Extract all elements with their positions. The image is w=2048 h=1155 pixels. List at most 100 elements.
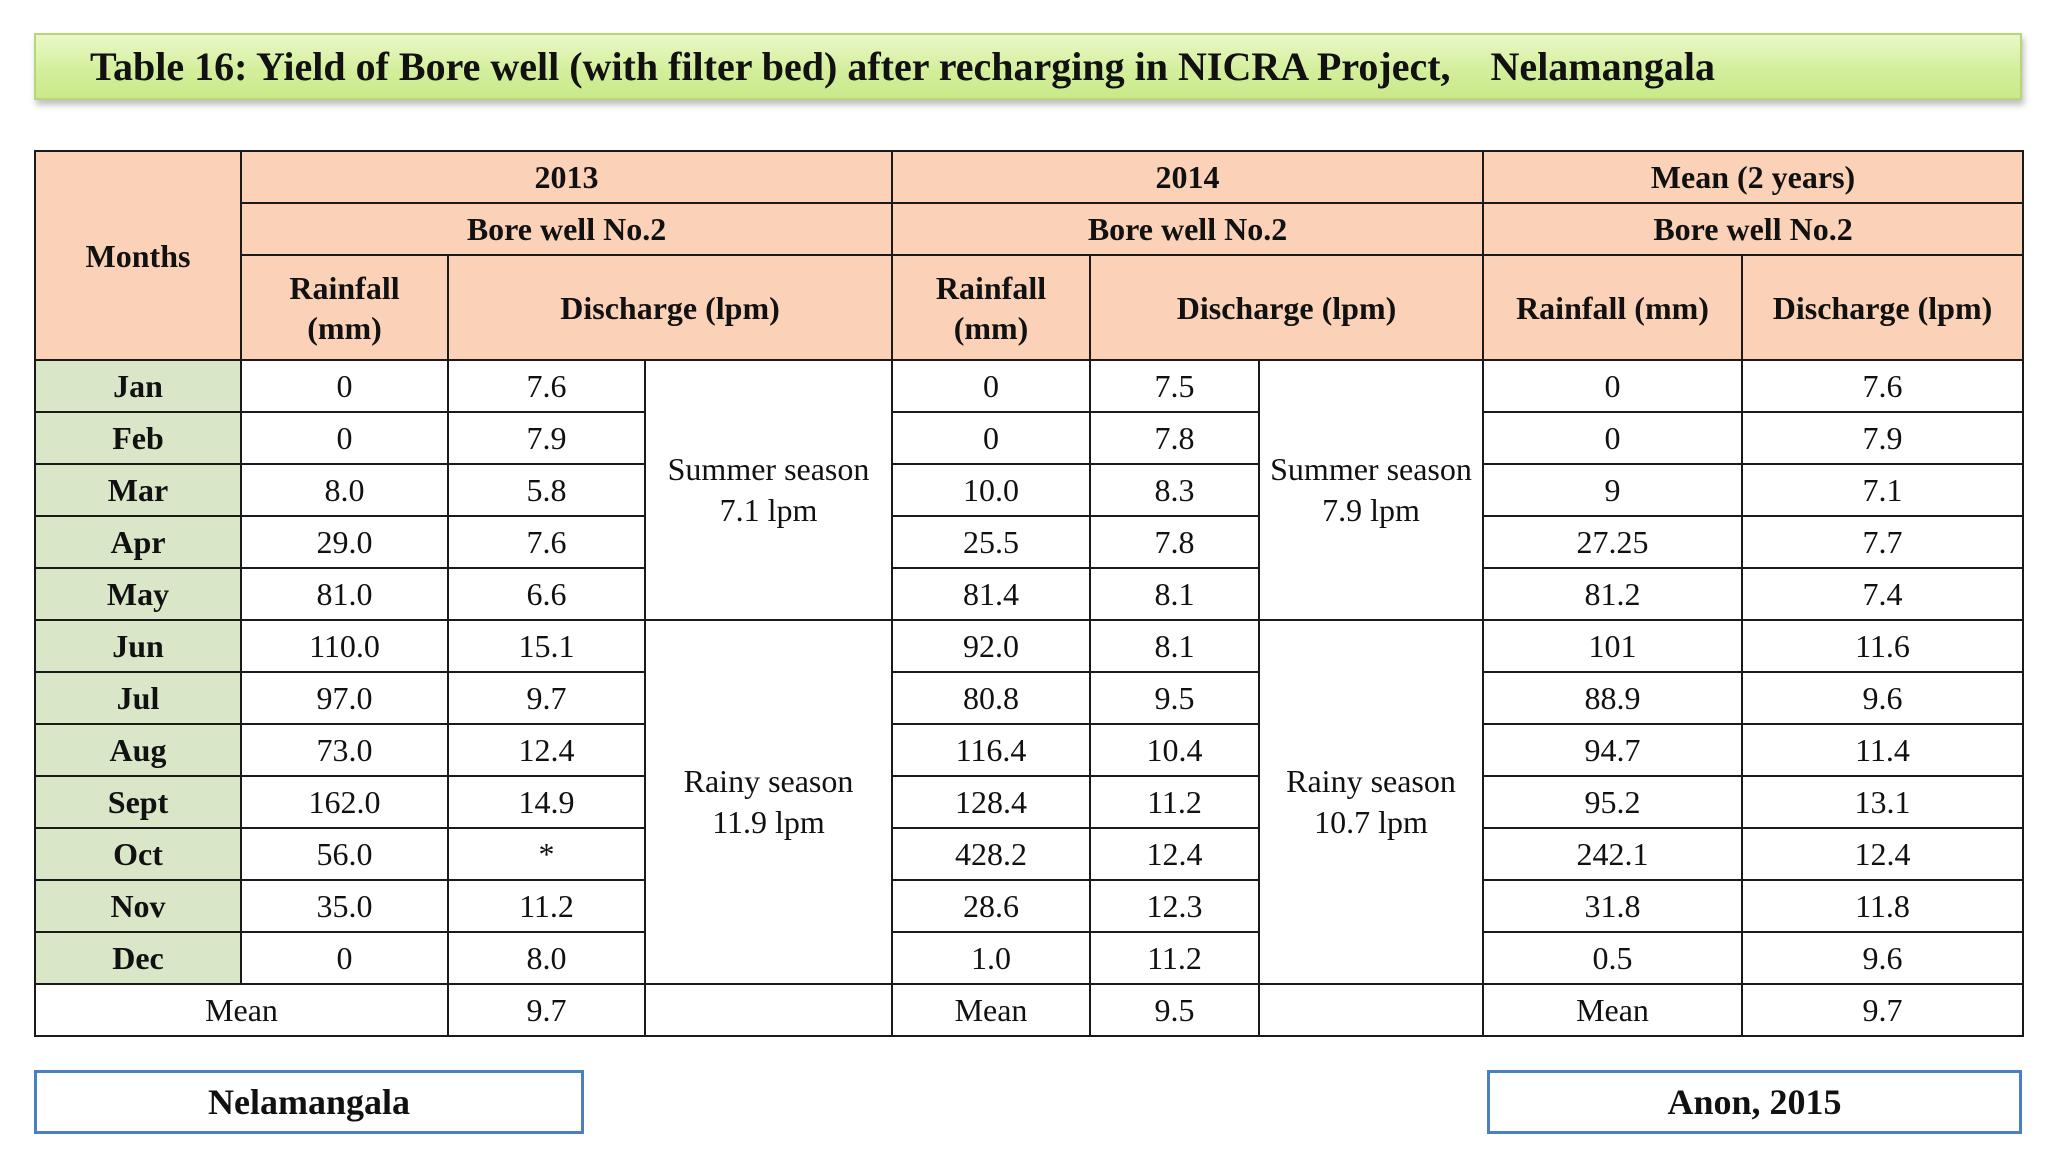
table-row: Oct 56.0 * 428.2 12.4 242.1 12.4 (34, 827, 2024, 881)
rainfall-2014-cell: 10.0 (891, 463, 1091, 517)
table-row: Apr 29.0 7.6 25.5 7.8 27.25 7.7 (34, 515, 2024, 569)
month-cell: May (34, 567, 242, 621)
discharge-2013-cell: * (447, 827, 646, 881)
discharge-2013-cell: 15.1 (447, 619, 646, 673)
month-cell: Dec (34, 931, 242, 985)
rainfall-2014-cell: 128.4 (891, 775, 1091, 829)
discharge-mean-cell: 13.1 (1741, 775, 2024, 829)
discharge-header-2014: Discharge (lpm) (1089, 254, 1484, 361)
season-name: Rainy season (1286, 763, 1456, 799)
discharge-2014-cell: 12.4 (1089, 827, 1260, 881)
rainfall-mean-cell: 95.2 (1482, 775, 1743, 829)
month-cell: Aug (34, 723, 242, 777)
rainfall-2014-cell: 0 (891, 411, 1091, 465)
discharge-mean-cell: 11.4 (1741, 723, 2024, 777)
discharge-2014-cell: 7.5 (1089, 359, 1260, 413)
rainfall-mean-cell: 0 (1482, 411, 1743, 465)
rainfall-2013-cell: 8.0 (240, 463, 449, 517)
header-row-columns: Rainfall (mm) Discharge (lpm) Rainfall (… (35, 254, 2024, 361)
discharge-2014-cell: 8.3 (1089, 463, 1260, 517)
season-discharge: 7.9 lpm (1322, 492, 1420, 528)
discharge-2014-cell: 7.8 (1089, 411, 1260, 465)
rainfall-2014-cell: 116.4 (891, 723, 1091, 777)
discharge-mean-cell: 7.6 (1741, 359, 2024, 413)
table-row: Aug 73.0 12.4 116.4 10.4 94.7 11.4 (34, 723, 2024, 777)
discharge-2013-cell: 11.2 (447, 879, 646, 933)
table-row: Jan 0 7.6 Summer season 7.1 lpm 0 7.5 Summer se… (34, 359, 2024, 621)
rainfall-mean-cell: 94.7 (1482, 723, 1743, 777)
rainfall-2014-cell: 92.0 (891, 619, 1091, 673)
discharge-mean-cell: 11.6 (1741, 619, 2024, 673)
discharge-2014-cell: 8.1 (1089, 619, 1260, 673)
discharge-2013-cell: 12.4 (447, 723, 646, 777)
rainfall-2013-cell: 97.0 (240, 671, 449, 725)
mean-label-2013: Mean (34, 983, 449, 1037)
well-header-mean: Bore well No.2 (1482, 202, 2024, 256)
mean-discharge-mean: 9.7 (1741, 983, 2024, 1037)
month-cell: Sept (34, 775, 242, 829)
discharge-mean-cell: 7.9 (1741, 411, 2024, 465)
month-cell: Feb (34, 411, 242, 465)
rainfall-2013-cell: 73.0 (240, 723, 449, 777)
rainfall-2014-cell: 1.0 (891, 931, 1091, 985)
discharge-mean-cell: 11.8 (1741, 879, 2024, 933)
rainfall-2013-cell: 29.0 (240, 515, 449, 569)
mean-label-2014: Mean (891, 983, 1091, 1037)
rainfall-mean-cell: 101 (1482, 619, 1743, 673)
year-header-2014: 2014 (891, 150, 1484, 204)
discharge-2013-cell: 7.6 (447, 515, 646, 569)
season-discharge: 7.1 lpm (719, 492, 818, 528)
discharge-mean-cell: 7.4 (1741, 567, 2024, 621)
rainfall-mean-cell: 81.2 (1482, 567, 1743, 621)
summer-season-2013: Summer season 7.1 lpm (644, 359, 893, 621)
rainfall-header-mean: Rainfall (mm) (1482, 254, 1743, 361)
rainfall-header-2013: Rainfall (mm) (240, 254, 449, 361)
summer-season-2014: Summer season 7.9 lpm (1258, 359, 1484, 621)
rainfall-mean-cell: 242.1 (1482, 827, 1743, 881)
table-body: Jan 0 7.6 Summer season 7.1 lpm 0 7.5 Summer se… (34, 359, 2024, 1037)
season-name: Rainy season (683, 763, 854, 799)
table-row: Jul 97.0 9.7 80.8 9.5 88.9 9.6 (34, 671, 2024, 725)
rainfall-mean-cell: 0.5 (1482, 931, 1743, 985)
season-discharge: 11.9 lpm (712, 804, 825, 840)
month-cell: Jul (34, 671, 242, 725)
table-row: Dec 0 8.0 1.0 11.2 0.5 9.6 (34, 931, 2024, 985)
discharge-2013-cell: 14.9 (447, 775, 646, 829)
table-row: Nov 35.0 11.2 28.6 12.3 31.8 11.8 (34, 879, 2024, 933)
rainy-season-2013: Rainy season 11.9 lpm (644, 619, 893, 985)
year-header-mean: Mean (2 years) (1482, 150, 2024, 204)
rainfall-2013-cell: 56.0 (240, 827, 449, 881)
discharge-2014-cell: 11.2 (1089, 931, 1260, 985)
header-row-wells: Bore well No.2 Bore well No.2 Bore well … (35, 202, 2024, 256)
bore-well-yield-table: Months 2013 2014 Mean (2 years) Bore wel… (34, 150, 2024, 1037)
rainfall-2013-cell: 110.0 (240, 619, 449, 673)
month-cell: Jun (34, 619, 242, 673)
month-cell: Nov (34, 879, 242, 933)
mean-empty-2014 (1258, 983, 1484, 1037)
month-cell: Jan (34, 359, 242, 413)
year-header-2013: 2013 (240, 150, 893, 204)
rainfall-2014-cell: 428.2 (891, 827, 1091, 881)
month-cell: Oct (34, 827, 242, 881)
discharge-2014-cell: 11.2 (1089, 775, 1260, 829)
table-row: Mar 8.0 5.8 10.0 8.3 9 7.1 (34, 463, 2024, 517)
source-citation: Anon, 2015 (1487, 1070, 2022, 1134)
rainfall-2013-cell: 162.0 (240, 775, 449, 829)
rainfall-2014-cell: 25.5 (891, 515, 1091, 569)
mean-discharge-2014: 9.5 (1089, 983, 1260, 1037)
rainfall-2013-cell: 0 (240, 411, 449, 465)
season-discharge: 10.7 lpm (1314, 804, 1428, 840)
mean-empty-2013 (644, 983, 893, 1037)
discharge-2013-cell: 6.6 (447, 567, 646, 621)
discharge-2014-cell: 9.5 (1089, 671, 1260, 725)
rainfall-2014-cell: 80.8 (891, 671, 1091, 725)
season-name: Summer season (667, 451, 870, 487)
season-name: Summer season (1270, 451, 1472, 487)
title-banner: Table 16: Yield of Bore well (with filte… (34, 33, 2022, 100)
months-header: Months (34, 150, 242, 361)
mean-label-mean: Mean (1482, 983, 1743, 1037)
rainfall-2014-cell: 81.4 (891, 567, 1091, 621)
rainfall-header-label: Rainfall (mm) (935, 269, 1047, 346)
discharge-header-2013: Discharge (lpm) (447, 254, 893, 361)
